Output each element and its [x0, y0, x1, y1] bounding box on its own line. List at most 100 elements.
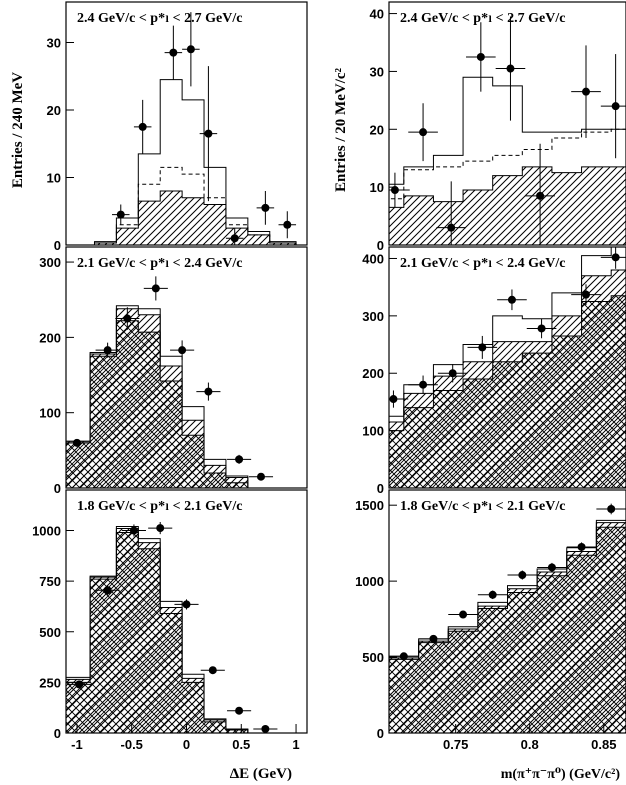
data-marker [75, 680, 84, 689]
panel-m-mid: 0 100 200 300 400 2.1 GeV/c < p*ₗ < 2.4 GeV/c [362, 246, 626, 496]
data-marker [156, 524, 165, 533]
data-marker [169, 48, 178, 57]
y-tick-label: 0 [377, 481, 384, 496]
data-marker [582, 290, 591, 299]
data-marker [178, 346, 187, 355]
data-point [199, 66, 218, 202]
data-marker [103, 586, 112, 595]
plot-area [389, 247, 626, 488]
data-marker [235, 455, 244, 464]
data-point [95, 342, 120, 358]
data-point [408, 103, 438, 162]
data-marker [611, 253, 620, 262]
x-tick-label: -1 [71, 737, 83, 752]
x-tick-label: 0 [183, 737, 190, 752]
plot-area [66, 521, 297, 733]
x-tick-label: -0.5 [121, 737, 143, 752]
data-point [525, 143, 555, 245]
data-point [600, 54, 626, 159]
data-point [537, 562, 567, 573]
data-point [170, 340, 195, 360]
y-tick-label: 0 [54, 238, 61, 253]
data-marker [447, 223, 456, 232]
y-tick-label: 0 [377, 726, 384, 741]
plot-area [389, 16, 626, 245]
data-marker [536, 191, 545, 200]
data-marker [577, 542, 586, 551]
data-marker [506, 64, 515, 73]
data-marker [390, 186, 399, 195]
data-marker [459, 610, 468, 619]
left-xlabel: ΔE (GeV) [230, 766, 292, 782]
panel-frame [388, 246, 626, 489]
data-marker [607, 504, 616, 513]
histogram-crosshatch [389, 526, 626, 733]
data-marker [204, 129, 213, 138]
x-tick-label: 1 [292, 737, 299, 752]
data-point [497, 289, 527, 311]
y-tick-label: 1000 [355, 574, 384, 589]
panel-title: 1.8 GeV/c < p*ₗ < 2.1 GeV/c [400, 499, 565, 514]
data-point [67, 680, 92, 689]
y-tick-label: 10 [370, 180, 384, 195]
plot-area [66, 276, 297, 488]
data-point [526, 318, 557, 339]
y-tick-label: 0 [377, 238, 384, 253]
y-tick-label: 0 [54, 726, 61, 741]
data-point [148, 521, 173, 535]
panel-dE-top: 0 10 20 30 2.4 GeV/c < p*ₗ < 2.7 GeV/c [47, 1, 308, 253]
y-tick-label: 0 [54, 481, 61, 496]
data-point [66, 438, 90, 447]
y-tick-label: 500 [39, 625, 61, 640]
y-tick-label: 300 [362, 309, 384, 324]
data-point [225, 228, 244, 245]
right-ylabel: Entries / 20 MeV/c² [333, 67, 349, 192]
data-point [389, 390, 409, 408]
panel-title: 2.4 GeV/c < p*ₗ < 2.7 GeV/c [77, 11, 242, 26]
data-marker [476, 52, 485, 61]
data-marker [182, 600, 191, 609]
data-marker [283, 220, 292, 229]
panel-title: 2.4 GeV/c < p*ₗ < 2.7 GeV/c [400, 11, 565, 26]
histogram-dashed [389, 128, 626, 245]
x-tick-label: 0.5 [232, 737, 250, 752]
data-marker [611, 102, 620, 111]
data-marker [261, 203, 270, 212]
data-marker [116, 210, 125, 219]
data-point [227, 706, 252, 715]
y-tick-label: 250 [39, 675, 61, 690]
data-marker [103, 346, 112, 355]
data-marker [151, 284, 160, 293]
y-tick-label: 100 [362, 424, 384, 439]
data-marker [389, 395, 398, 404]
data-marker [429, 634, 438, 643]
panel-frame [388, 489, 626, 734]
data-marker [138, 122, 147, 131]
data-point [115, 307, 140, 330]
data-point [121, 524, 146, 537]
data-point [112, 204, 130, 225]
left-ylabel: Entries / 240 MeV [10, 72, 26, 188]
y-tick-label: 400 [362, 251, 384, 266]
data-marker [448, 369, 457, 378]
data-point [467, 335, 498, 359]
y-tick-label: 1500 [355, 498, 384, 513]
y-tick-label: 750 [39, 574, 61, 589]
data-marker [399, 652, 408, 661]
data-point [196, 382, 221, 401]
data-point [95, 585, 120, 596]
data-point [143, 276, 168, 301]
data-point [436, 181, 467, 245]
data-point [566, 542, 597, 552]
panel-title: 2.1 GeV/c < p*ₗ < 2.4 GeV/c [400, 256, 565, 271]
plot-area [389, 503, 626, 733]
data-marker [129, 526, 138, 535]
data-point [448, 610, 478, 619]
panel-m-bot: 0 500 1000 1500 0.75 0.8 0.85 1.8 GeV/c < p*ₗ <… [355, 489, 626, 752]
data-point [596, 503, 626, 515]
panel-m-top: 0 10 20 30 40 2.4 GeV/c < p*ₗ < 2.7 GeV/c [370, 1, 626, 253]
y-tick-label: 30 [47, 36, 61, 51]
y-tick-label: 20 [370, 122, 384, 137]
data-marker [261, 724, 270, 733]
